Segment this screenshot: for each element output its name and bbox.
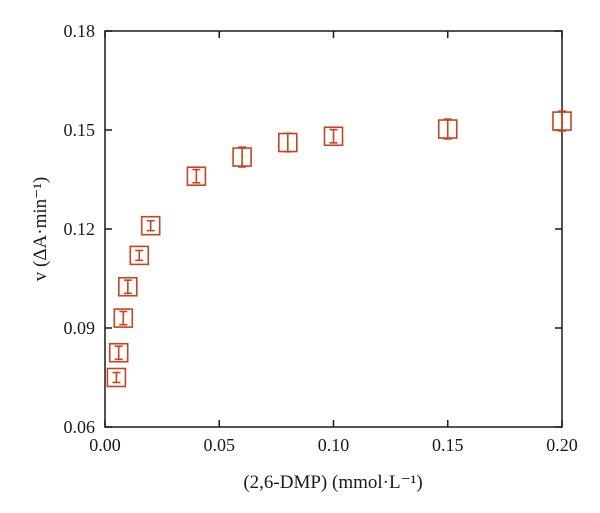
data-point [129, 245, 150, 266]
data-point [437, 118, 458, 140]
square-marker [118, 276, 138, 297]
y-tick-label: 0.18 [64, 21, 96, 41]
y-tick-label: 0.15 [64, 120, 96, 140]
axis-ticks: 0.00 0.05 0.10 0.15 0.20 0.06 0.09 0.12 0.15 0.18 [64, 21, 578, 455]
data-point [108, 342, 129, 363]
x-tick-label: 0.20 [546, 435, 578, 455]
square-marker [129, 245, 150, 266]
y-tick-label: 0.09 [64, 318, 96, 338]
data-point [118, 276, 138, 297]
square-marker [108, 342, 129, 363]
square-marker [106, 367, 127, 388]
data-point [232, 146, 252, 168]
plot-frame [104, 30, 563, 428]
x-tick-label: 0.05 [204, 435, 236, 455]
data-point [277, 132, 298, 153]
y-tick-label: 0.12 [64, 219, 96, 239]
square-marker [113, 308, 134, 328]
data-point [323, 126, 344, 147]
data-point [552, 110, 572, 132]
data-point [186, 166, 207, 186]
square-marker [323, 126, 344, 147]
square-marker [186, 166, 207, 186]
x-tick-label: 0.00 [89, 435, 121, 455]
square-marker [140, 215, 161, 236]
y-tick-label: 0.06 [64, 417, 96, 437]
data-point [113, 308, 134, 328]
x-tick-label: 0.15 [432, 435, 464, 455]
x-tick-label: 0.10 [318, 435, 350, 455]
y-axis-title: v (ΔA·min⁻¹) [30, 177, 51, 281]
x-axis-title: (2,6-DMP) (mmol·L⁻¹) [243, 472, 422, 493]
data-markers [106, 110, 572, 388]
data-point [140, 215, 161, 236]
data-point [106, 367, 127, 388]
